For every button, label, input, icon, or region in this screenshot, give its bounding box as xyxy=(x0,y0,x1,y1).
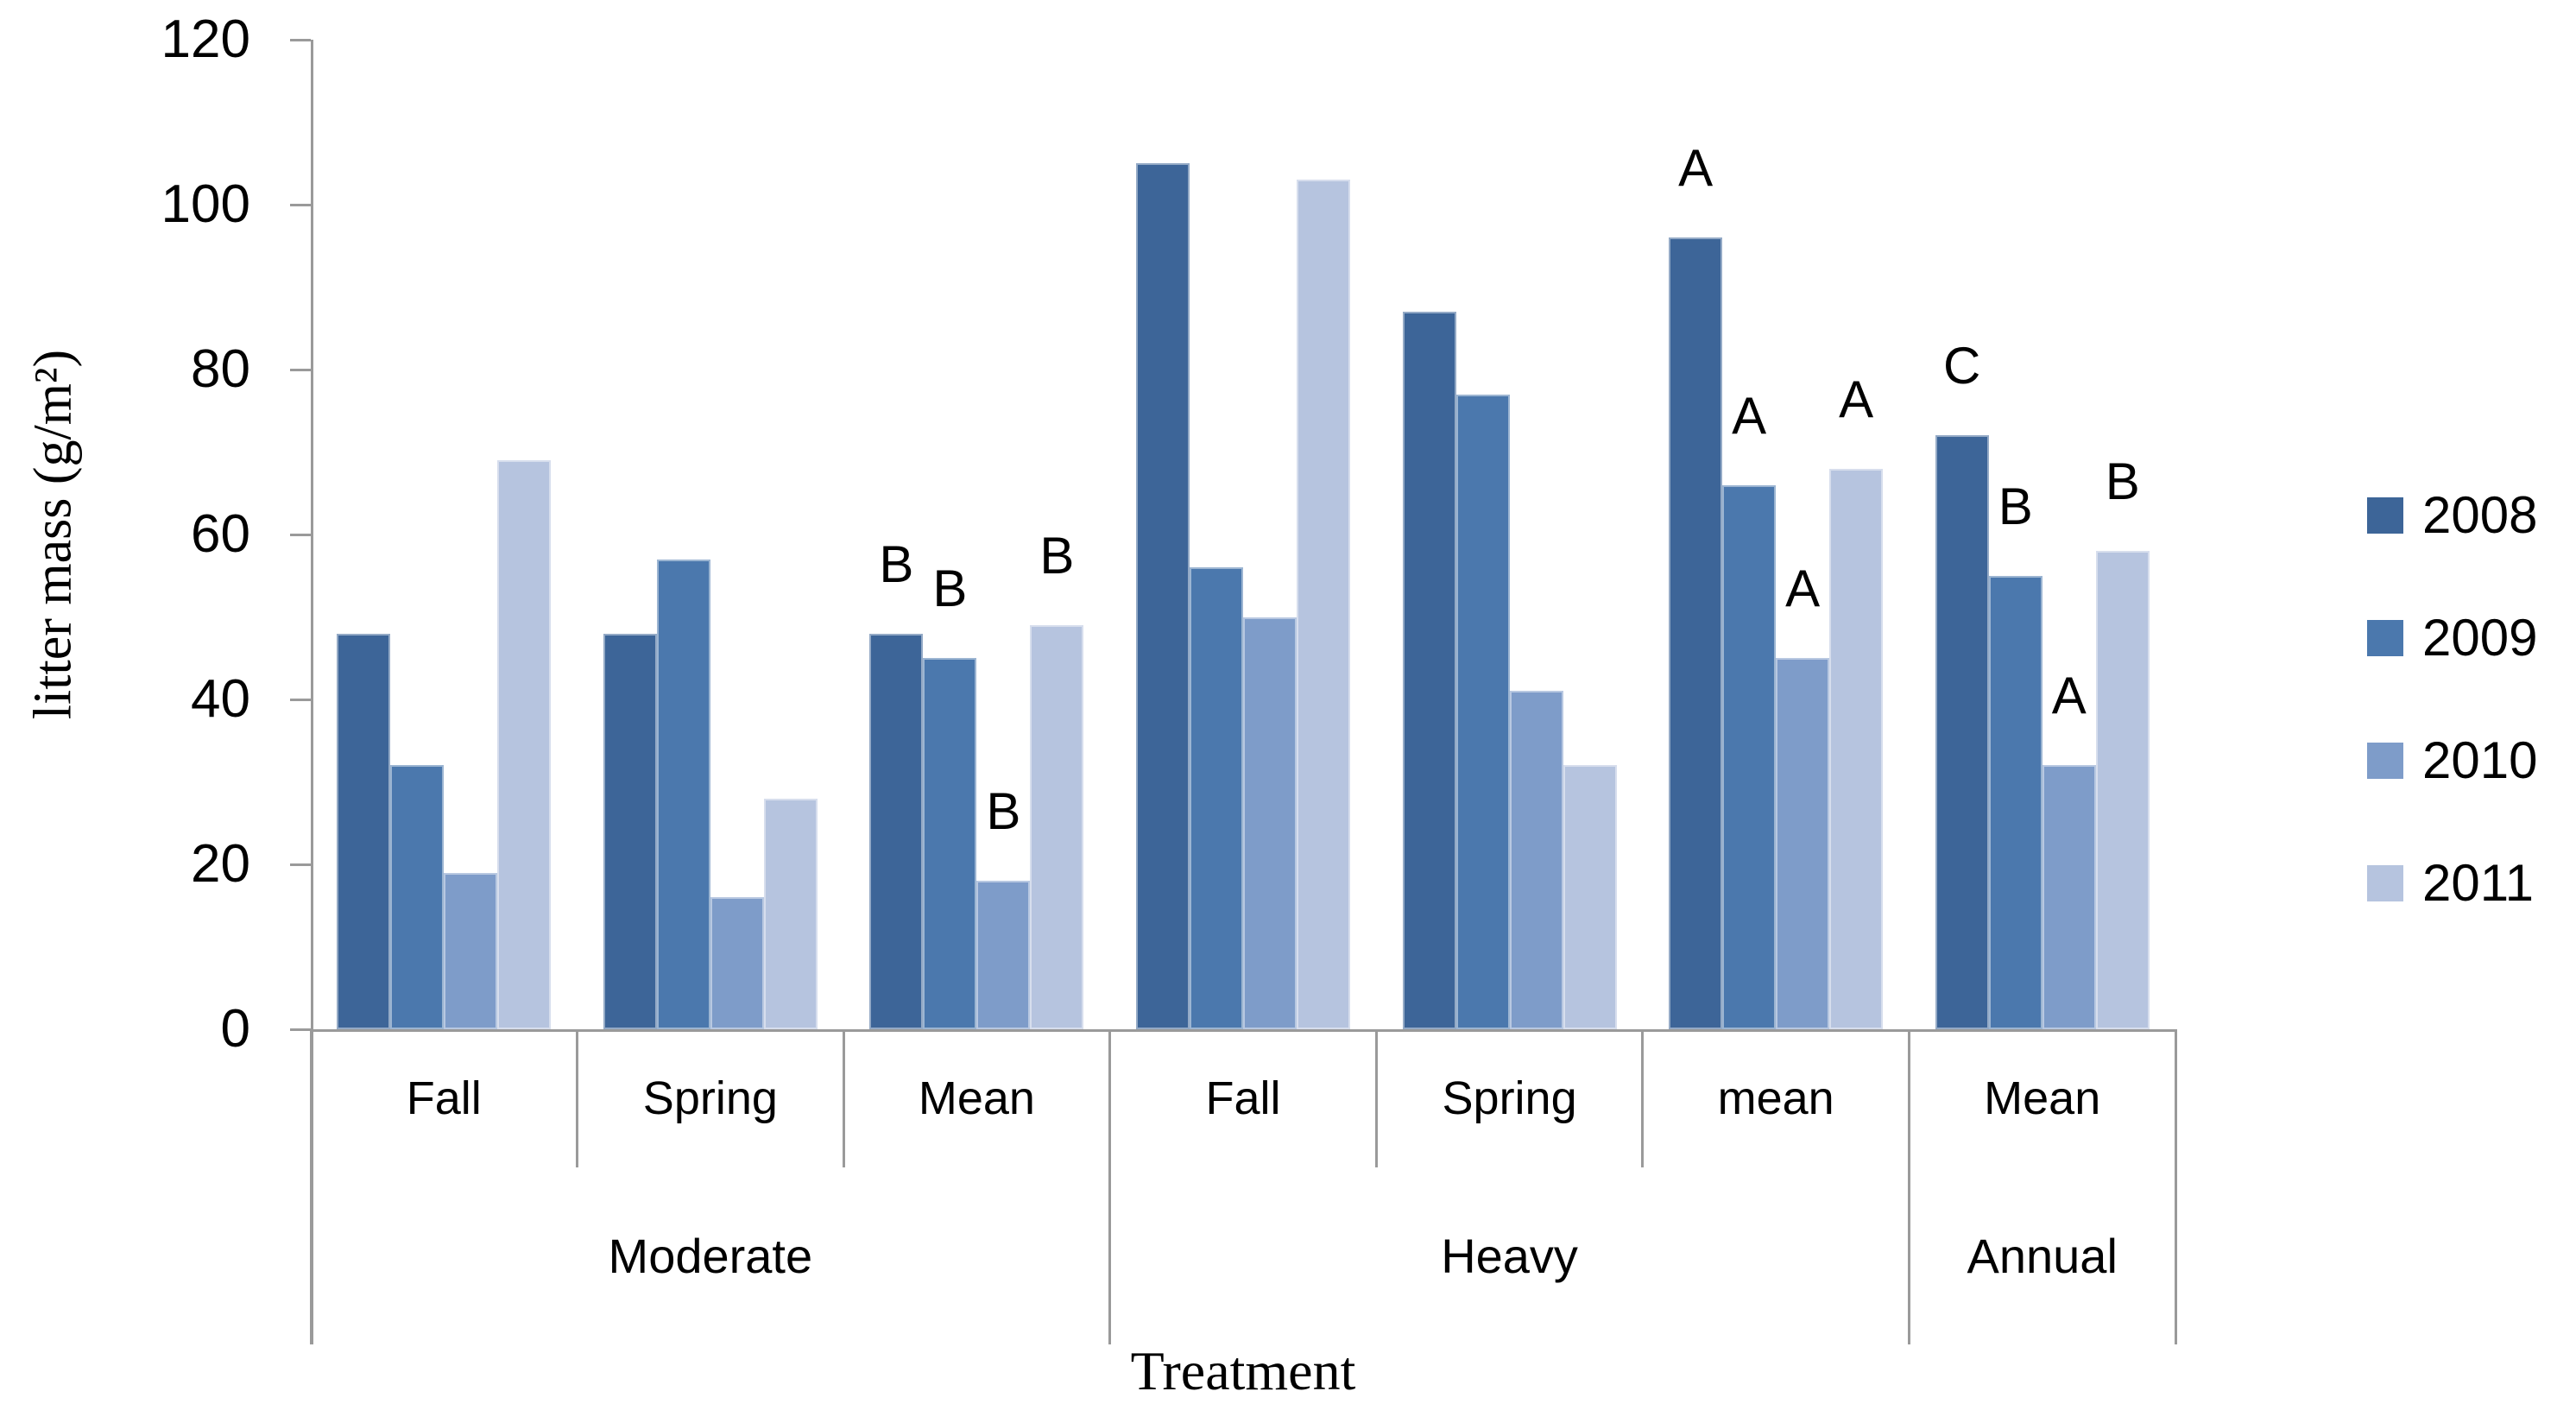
y-axis-tick-label: 20 xyxy=(191,834,250,894)
bar-2008-spring xyxy=(603,633,657,1029)
bar-2009-spring xyxy=(656,559,710,1029)
y-axis-tick-label: 120 xyxy=(161,9,250,69)
significance-letter: C xyxy=(1943,337,1981,395)
significance-letter: A xyxy=(1839,370,1874,428)
bar-2010-spring xyxy=(710,897,764,1029)
bar-2010-mean xyxy=(1776,658,1830,1029)
legend-label: 2009 xyxy=(2422,609,2538,667)
treatment-group-label: Annual xyxy=(1967,1229,2118,1283)
legend-item-2008: 2008 xyxy=(2367,485,2537,546)
legend-item-2011: 2011 xyxy=(2367,853,2537,914)
bar-2010-fall xyxy=(1243,617,1297,1029)
y-axis-tick-mark xyxy=(290,699,311,701)
bar-2011-mean xyxy=(2095,551,2150,1029)
legend-swatch-icon xyxy=(2367,743,2403,779)
significance-letter: A xyxy=(1732,386,1767,445)
y-axis-tick-label: 60 xyxy=(191,504,250,564)
category-separator-line xyxy=(576,1029,579,1167)
bar-2010-spring xyxy=(1509,691,1563,1029)
significance-letter: B xyxy=(1039,527,1075,585)
bar-2008-fall xyxy=(1136,163,1190,1029)
bar-2011-mean xyxy=(1030,625,1084,1029)
group-separator-line xyxy=(2174,1029,2177,1344)
group-separator-line xyxy=(1108,1029,1112,1344)
treatment-group-label: Moderate xyxy=(608,1229,813,1283)
bar-2011-fall xyxy=(497,460,552,1029)
category-label: Mean xyxy=(918,1072,1035,1124)
bar-2010-fall xyxy=(444,872,498,1029)
bar-2011-spring xyxy=(763,798,818,1029)
significance-letter: B xyxy=(986,782,1021,841)
significance-letter: A xyxy=(2051,667,2087,725)
legend-label: 2008 xyxy=(2422,486,2538,544)
bar-2011-fall xyxy=(1297,180,1350,1029)
bar-2008-mean xyxy=(1935,435,1989,1029)
bar-2008-mean xyxy=(1669,237,1723,1029)
y-axis-tick-mark xyxy=(290,39,311,41)
bar-2009-fall xyxy=(1190,567,1243,1029)
legend-item-2010: 2010 xyxy=(2367,730,2537,791)
bar-2009-mean xyxy=(1988,575,2042,1029)
y-axis-tick-label: 0 xyxy=(220,999,250,1059)
bar-2008-fall xyxy=(337,633,391,1029)
bar-2011-spring xyxy=(1563,765,1617,1029)
legend: 2008 2009 2010 2011 xyxy=(2367,485,2537,976)
group-separator-line xyxy=(1907,1029,1910,1344)
bar-2010-mean xyxy=(976,881,1031,1029)
category-label: Fall xyxy=(406,1072,482,1124)
group-separator-line xyxy=(309,1029,313,1344)
significance-letter: B xyxy=(1998,477,2033,535)
significance-letter: B xyxy=(2105,452,2140,511)
bar-2009-spring xyxy=(1455,394,1510,1029)
legend-label: 2011 xyxy=(2422,854,2535,912)
y-axis-line xyxy=(311,40,313,1344)
y-axis-tick-label: 80 xyxy=(191,339,250,399)
y-axis-tick-label: 40 xyxy=(191,669,250,729)
significance-letter: A xyxy=(1785,560,1821,618)
category-label: Mean xyxy=(1984,1072,2101,1124)
category-separator-line xyxy=(1374,1029,1378,1167)
y-axis-tick-mark xyxy=(290,863,311,866)
category-separator-line xyxy=(842,1029,845,1167)
legend-swatch-icon xyxy=(2367,865,2403,901)
y-axis-tick-label: 100 xyxy=(161,174,250,234)
y-axis-tick-mark xyxy=(290,534,311,536)
legend-label: 2010 xyxy=(2422,731,2538,789)
category-label: Fall xyxy=(1205,1072,1281,1124)
significance-letter: B xyxy=(932,560,968,618)
y-axis-tick-mark xyxy=(290,1028,311,1031)
bar-2011-mean xyxy=(1829,468,1884,1029)
category-separator-line xyxy=(1641,1029,1645,1167)
y-axis-tick-mark xyxy=(290,204,311,206)
significance-letter: B xyxy=(879,534,914,593)
x-axis-title: Treatment xyxy=(1130,1340,1356,1401)
category-label: mean xyxy=(1717,1072,1834,1124)
legend-item-2009: 2009 xyxy=(2367,608,2537,668)
treatment-group-label: Heavy xyxy=(1441,1229,1578,1283)
bar-2009-mean xyxy=(1722,484,1777,1029)
category-label: Spring xyxy=(642,1072,778,1124)
bar-2009-mean xyxy=(923,658,977,1029)
bar-2010-mean xyxy=(2042,765,2096,1029)
legend-swatch-icon xyxy=(2367,620,2403,656)
x-axis-line xyxy=(311,1029,2175,1032)
legend-swatch-icon xyxy=(2367,497,2403,534)
bar-2008-spring xyxy=(1402,312,1456,1029)
category-label: Spring xyxy=(1442,1072,1577,1124)
significance-letter: A xyxy=(1678,139,1714,198)
bar-2009-fall xyxy=(390,765,445,1029)
bar-2008-mean xyxy=(869,633,924,1029)
y-axis-tick-mark xyxy=(290,369,311,371)
